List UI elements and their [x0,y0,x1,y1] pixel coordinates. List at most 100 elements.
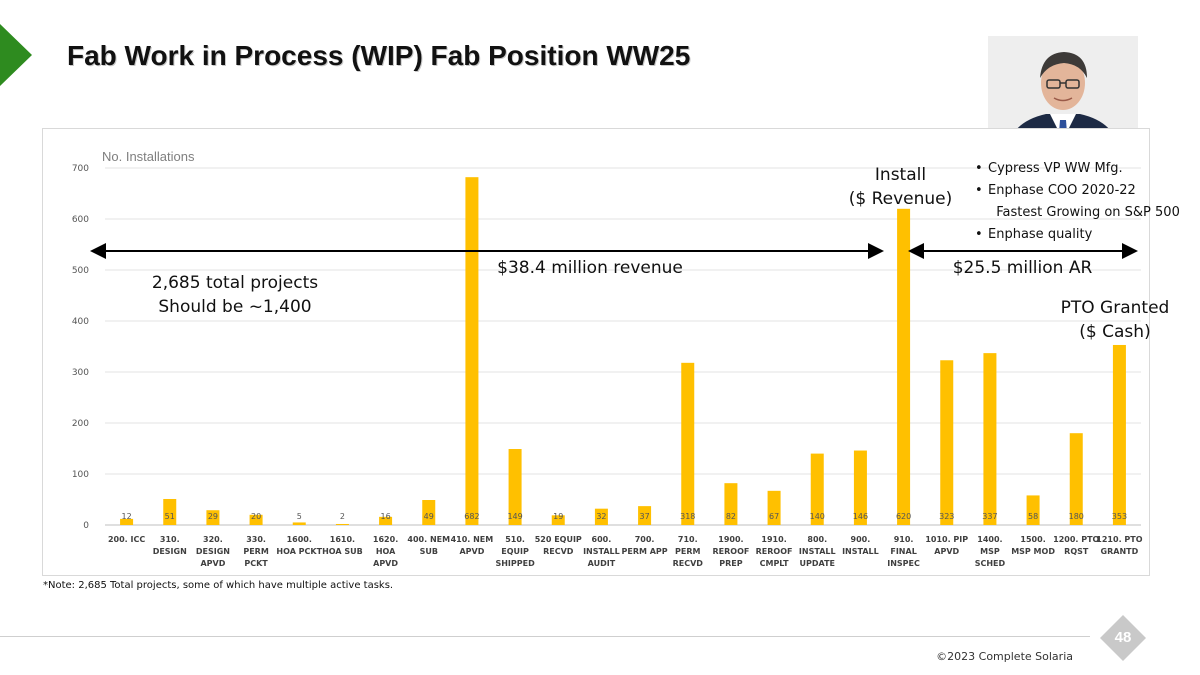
x-tick-label: 1610. HOA SUB [322,535,363,556]
x-tick-label: 700. PERM APP [622,535,668,556]
install-text: Install [874,165,927,185]
x-tick-label: 310. DESIGN [153,535,187,556]
install-annotation: Install ($ Revenue) [838,163,963,211]
chart-area: 0 100 200 300 400 500 600 700 No. Installations 1… [42,128,1150,576]
data-label: 140 [810,512,825,521]
bio-bullet: • Enphase quality [975,227,1093,242]
x-tick-label: 710. PERM RECVD [673,535,704,568]
bar [983,353,997,525]
x-tick-label: 1900. REROOF PREP [712,535,749,568]
x-tick-label: 410. NEM APVD [451,535,494,556]
data-label: 620 [896,512,911,521]
bar [422,500,436,525]
pto-cash-text: ($ Cash) [1079,322,1151,342]
bar [379,516,393,525]
x-tick-label: 1400. MSP SCHED [975,535,1006,568]
y-axis-label: No. Installations [102,149,195,164]
y-tick-label: 300 [72,368,89,378]
bar [724,483,738,525]
data-label: 12 [121,512,131,521]
footnote: *Note: 2,685 Total projects, some of whi… [43,580,394,591]
bar [1112,344,1126,525]
y-tick-label: 500 [72,266,89,276]
x-tick-label: 400. NEM SUB [407,535,450,556]
bar [206,510,220,525]
y-tick-label: 700 [72,164,89,174]
bio-bullet: • Enphase COO 2020-22 [975,183,1136,198]
y-tick-label: 100 [72,470,89,480]
data-label: 19 [553,512,563,521]
data-label: 58 [1028,512,1038,521]
bar [1069,433,1083,525]
pto-granted-text: PTO Granted [1060,298,1170,318]
bio-bullets: • Cypress VP WW Mfg. • Enphase COO 2020-22… [975,158,1180,246]
ar-range-label: $25.5 million AR [952,258,1093,278]
data-label: 49 [424,512,434,521]
total-projects-text: 2,685 total projects [151,273,319,293]
x-tick-label: 200. ICC [108,535,145,544]
x-tick-label: 1620. HOA APVD [373,535,398,568]
bar [465,177,479,525]
y-tick-label: 600 [72,215,89,225]
bar [638,506,652,525]
x-tick-label: 510. EQUIP SHIPPED [495,535,535,568]
data-label: 20 [251,512,261,521]
data-label: 32 [596,512,606,521]
bar [810,453,824,525]
data-label: 67 [769,512,779,521]
should-be-text: Should be ~1,400 [158,297,312,317]
x-tick-label: 320. DESIGN APVD [196,535,230,568]
data-label: 180 [1069,512,1084,521]
data-label: 337 [982,512,997,521]
x-tick-label: 910. FINAL INSPEC [887,535,920,568]
data-label: 29 [208,512,218,521]
y-tick-label: 0 [83,521,89,531]
pto-annotation: PTO Granted ($ Cash) [1055,296,1175,344]
x-tick-label: 1010. PIP APVD [925,535,968,556]
data-label: 149 [507,512,522,521]
data-label: 2 [340,512,345,521]
bar [681,362,695,525]
data-label: 318 [680,512,695,521]
accent-arrow [0,24,32,86]
x-tick-label: 900. INSTALL [842,535,879,556]
x-tick-label: 520 EQUIP RECVD [535,535,582,556]
page-number-badge [1100,615,1146,661]
data-label: 146 [853,512,868,521]
bar [897,208,911,526]
y-tick-label: 200 [72,419,89,429]
bio-bullet: Fastest Growing on S&P 500 [996,205,1180,220]
y-tick-label: 400 [72,317,89,327]
bar [120,518,134,525]
bar [508,449,522,525]
x-tick-label: 1600. HOA PCKT [276,535,322,556]
x-tick-label: 1500. MSP MOD [1011,535,1055,556]
bar [940,360,954,525]
data-label: 353 [1112,512,1127,521]
data-label: 5 [297,512,302,521]
bar [292,522,306,525]
bar [1026,495,1040,525]
data-label: 682 [464,512,479,521]
bar [163,498,177,525]
bar [594,508,608,525]
data-label: 16 [380,512,390,521]
footer-divider [0,636,1090,637]
bar [551,515,565,525]
bar [767,490,781,525]
data-label: 82 [726,512,736,521]
bio-bullet: • Cypress VP WW Mfg. [975,161,1123,176]
install-revenue-text: ($ Revenue) [848,189,953,209]
data-label: 37 [639,512,649,521]
bar-chart: 0 100 200 300 400 500 600 700 No. Installations 1… [72,149,1143,568]
total-projects-annotation: 2,685 total projects Should be ~1,400 [130,271,340,319]
copyright: ©2023 Complete Solaria [936,650,1073,663]
revenue-range-label: $38.4 million revenue [497,258,683,278]
data-label: 323 [939,512,954,521]
bar [249,514,263,525]
page-number: 48 [1114,629,1132,646]
x-tick-label: 1910. REROOF CMPLT [756,535,793,568]
bar [335,523,349,525]
bar [853,450,867,525]
x-tick-label: 1210. PTO GRANTD [1096,535,1142,556]
